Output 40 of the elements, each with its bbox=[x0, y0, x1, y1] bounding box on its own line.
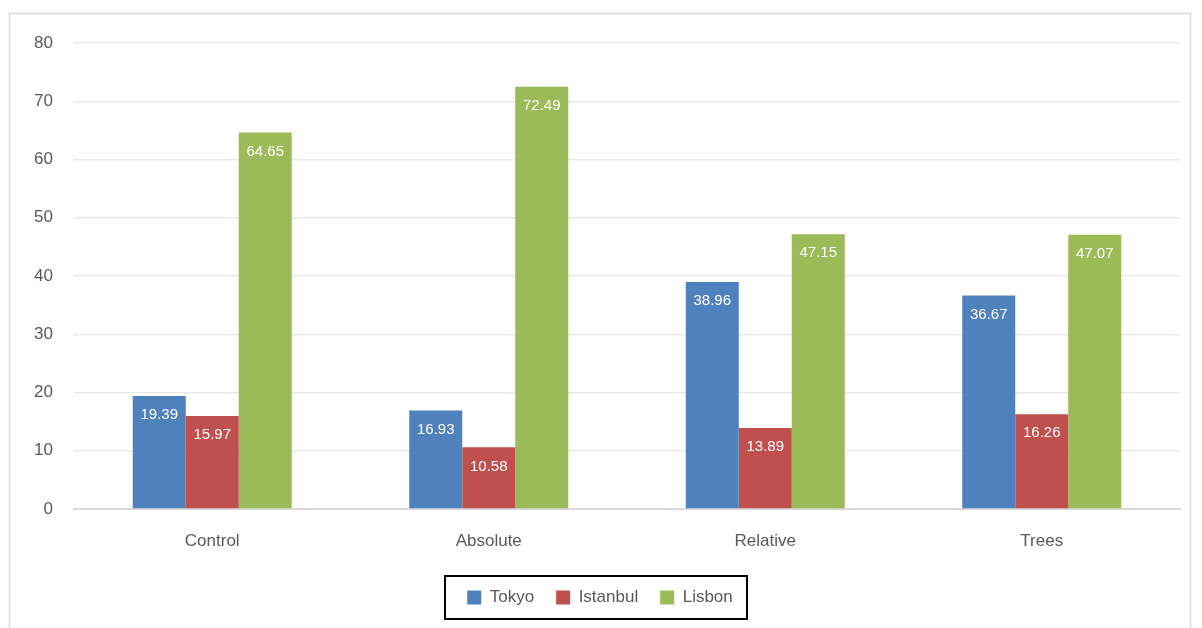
x-tick-label: Control bbox=[184, 530, 240, 550]
data-label: 64.65 bbox=[246, 141, 285, 159]
data-label: 13.89 bbox=[746, 437, 785, 455]
data-label: 15.97 bbox=[193, 425, 232, 443]
data-label: 36.67 bbox=[969, 304, 1008, 322]
y-tick-label: 20 bbox=[34, 382, 53, 402]
data-label: 72.49 bbox=[522, 95, 561, 113]
bar bbox=[185, 415, 239, 509]
data-label: 38.96 bbox=[693, 291, 732, 309]
x-tick-label: Trees bbox=[1020, 530, 1064, 550]
y-tick-label: 50 bbox=[34, 207, 53, 227]
bar bbox=[462, 447, 516, 509]
bar bbox=[962, 295, 1016, 509]
data-label: 16.93 bbox=[416, 419, 455, 437]
legend-label: Tokyo bbox=[489, 587, 535, 607]
x-tick-label: Absolute bbox=[455, 530, 522, 550]
y-tick-label: 60 bbox=[34, 149, 53, 169]
legend-label: Lisbon bbox=[682, 587, 733, 607]
data-label: 47.07 bbox=[1075, 243, 1114, 261]
bar bbox=[685, 282, 739, 509]
bar bbox=[515, 86, 569, 509]
bar bbox=[1015, 414, 1069, 509]
y-tick-label: 10 bbox=[34, 440, 53, 460]
y-tick-label: 0 bbox=[43, 498, 53, 518]
y-tick-label: 40 bbox=[34, 265, 53, 285]
data-label: 47.15 bbox=[799, 243, 838, 261]
data-label: 10.58 bbox=[469, 456, 508, 474]
x-tick-label: Relative bbox=[734, 530, 796, 550]
legend-label: Istanbul bbox=[578, 587, 639, 607]
bar bbox=[409, 410, 463, 509]
y-tick-label: 70 bbox=[34, 90, 53, 110]
data-label: 19.39 bbox=[140, 405, 179, 423]
data-label: 16.26 bbox=[1022, 423, 1061, 441]
bar bbox=[238, 132, 292, 509]
bar bbox=[791, 234, 845, 509]
bar bbox=[738, 428, 792, 509]
y-tick-label: 30 bbox=[34, 323, 53, 343]
bar bbox=[1068, 234, 1122, 509]
y-tick-label: 80 bbox=[34, 32, 53, 52]
bar bbox=[132, 396, 186, 509]
